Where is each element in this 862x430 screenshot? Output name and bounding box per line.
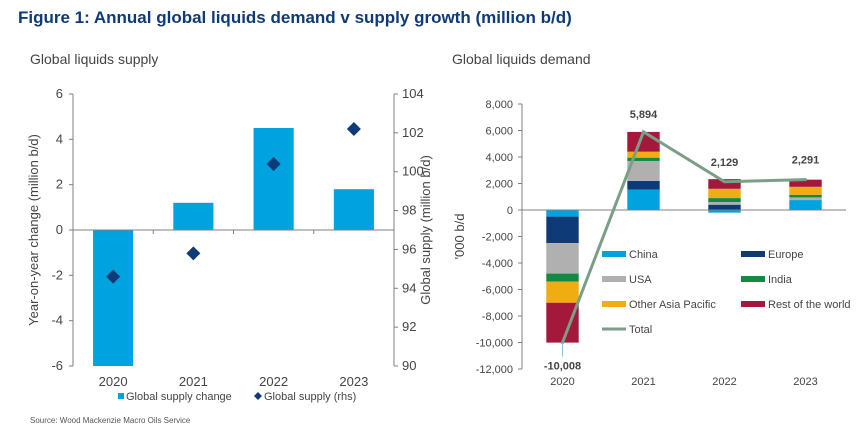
demand-bar-rest-of-the-world bbox=[789, 179, 822, 187]
demand-total-line bbox=[561, 129, 806, 344]
legend-label-usa: USA bbox=[629, 274, 652, 286]
demand-tick-label: -12,000 bbox=[476, 364, 513, 376]
demand-bar-india bbox=[789, 194, 822, 198]
supply-change-bar bbox=[93, 230, 134, 366]
supply-left-tick-label: -6 bbox=[51, 358, 63, 373]
legend-label-china: China bbox=[629, 249, 659, 261]
supply-level-diamond bbox=[346, 121, 361, 136]
legend-swatch-usa bbox=[602, 276, 626, 282]
supply-x-label: 2023 bbox=[339, 374, 368, 389]
demand-bar-europe bbox=[708, 204, 741, 210]
demand-bar-rest-of-the-world bbox=[708, 179, 741, 189]
legend-swatch-supply-change bbox=[118, 393, 124, 399]
demand-chart-title: Global liquids demand bbox=[452, 51, 591, 67]
supply-left-tick-label: -4 bbox=[51, 313, 63, 328]
demand-total-data-label: 2,291 bbox=[792, 155, 820, 167]
demand-x-label: 2022 bbox=[712, 376, 736, 388]
demand-bar-rest-of-the-world bbox=[546, 302, 579, 343]
demand-tick-label: 6,000 bbox=[485, 126, 513, 138]
source-note: Source: Wood Mackenzie Macro Oils Servic… bbox=[30, 416, 191, 425]
legend-swatch-supply-diamond bbox=[254, 392, 262, 400]
demand-tick-label: 0 bbox=[507, 205, 513, 217]
supply-level-diamond bbox=[106, 269, 121, 284]
supply-right-tick-label: 96 bbox=[402, 241, 416, 256]
supply-change-bar bbox=[173, 202, 214, 230]
supply-left-tick-label: 0 bbox=[56, 222, 63, 237]
legend-label-rest-of-the-world: Rest of the world bbox=[768, 299, 851, 311]
demand-x-label: 2023 bbox=[793, 376, 817, 388]
demand-bar-china bbox=[708, 210, 741, 213]
demand-tick-label: 8,000 bbox=[485, 99, 513, 111]
supply-right-axis-title: Global supply (million b/d) bbox=[418, 155, 433, 305]
demand-bar-other-asia-pacific bbox=[546, 281, 579, 303]
demand-axis-title: '000 b/d bbox=[452, 214, 467, 260]
demand-tick-label: -6,000 bbox=[482, 285, 513, 297]
legend-label-india: India bbox=[768, 274, 793, 286]
supply-right-tick-label: 92 bbox=[402, 319, 416, 334]
demand-bar-usa bbox=[708, 202, 741, 205]
demand-bar-other-asia-pacific bbox=[627, 151, 660, 158]
legend-label-other-asia-pacific: Other Asia Pacific bbox=[629, 299, 716, 311]
legend-swatch-india bbox=[741, 276, 765, 282]
demand-total-data-label: -10,008 bbox=[544, 361, 581, 373]
demand-tick-label: -4,000 bbox=[482, 258, 513, 270]
supply-left-axis-title: Year-on-year change (million b/d) bbox=[26, 134, 41, 326]
demand-total-point bbox=[804, 178, 807, 182]
demand-bar-india bbox=[708, 198, 741, 203]
legend-swatch-other-asia-pacific bbox=[602, 301, 626, 307]
supply-chart-title: Global liquids supply bbox=[30, 51, 159, 67]
demand-bar-other-asia-pacific bbox=[708, 188, 741, 199]
demand-tick-label: -2,000 bbox=[482, 232, 513, 244]
legend-swatch-china bbox=[602, 251, 626, 257]
demand-bar-china bbox=[546, 210, 579, 217]
supply-left-tick-label: 4 bbox=[56, 131, 63, 146]
demand-tick-label: -10,000 bbox=[476, 338, 513, 350]
demand-total-point bbox=[642, 130, 645, 134]
supply-right-tick-label: 94 bbox=[402, 280, 416, 295]
legend-label-supply-rhs: Global supply (rhs) bbox=[264, 391, 356, 403]
demand-bar-china bbox=[789, 200, 822, 210]
supply-level-diamond bbox=[186, 246, 201, 261]
demand-bar-usa bbox=[546, 243, 579, 274]
demand-tick-label: -8,000 bbox=[482, 311, 513, 323]
demand-bar-india bbox=[546, 273, 579, 282]
supply-left-tick-label: 2 bbox=[56, 177, 63, 192]
demand-tick-label: 2,000 bbox=[485, 179, 513, 191]
demand-bar-usa bbox=[789, 197, 822, 201]
supply-x-label: 2022 bbox=[259, 374, 288, 389]
demand-x-label: 2020 bbox=[550, 376, 574, 388]
supply-left-tick-label: -2 bbox=[51, 267, 63, 282]
supply-x-label: 2020 bbox=[99, 374, 128, 389]
demand-total-data-label: 2,129 bbox=[711, 157, 739, 169]
demand-bar-india bbox=[627, 157, 660, 161]
legend-label-europe: Europe bbox=[768, 249, 803, 261]
supply-left-tick-label: 6 bbox=[56, 86, 63, 101]
demand-bar-other-asia-pacific bbox=[789, 186, 822, 195]
demand-bar-europe bbox=[627, 180, 660, 190]
supply-right-tick-label: 90 bbox=[402, 358, 416, 373]
supply-right-tick-label: 102 bbox=[402, 125, 424, 140]
legend-label-total: Total bbox=[629, 324, 652, 336]
demand-tick-label: 4,000 bbox=[485, 152, 513, 164]
supply-right-tick-label: 100 bbox=[402, 164, 424, 179]
supply-x-label: 2021 bbox=[179, 374, 208, 389]
supply-change-bar bbox=[253, 128, 294, 230]
legend-swatch-europe bbox=[741, 251, 765, 257]
demand-bar-usa bbox=[627, 160, 660, 181]
legend-label-supply-change: Global supply change bbox=[126, 391, 232, 403]
supply-change-bar bbox=[333, 189, 374, 230]
figure-title: Figure 1: Annual global liquids demand v… bbox=[18, 8, 572, 27]
demand-total-point bbox=[723, 180, 726, 184]
demand-bar-china bbox=[627, 189, 660, 210]
demand-bar-europe bbox=[546, 216, 579, 244]
legend-swatch-rest-of-the-world bbox=[741, 301, 765, 307]
demand-total-data-label: 5,894 bbox=[630, 109, 658, 121]
supply-level-diamond bbox=[266, 156, 281, 171]
supply-right-tick-label: 98 bbox=[402, 203, 416, 218]
demand-x-label: 2021 bbox=[631, 376, 655, 388]
supply-right-tick-label: 104 bbox=[402, 86, 424, 101]
